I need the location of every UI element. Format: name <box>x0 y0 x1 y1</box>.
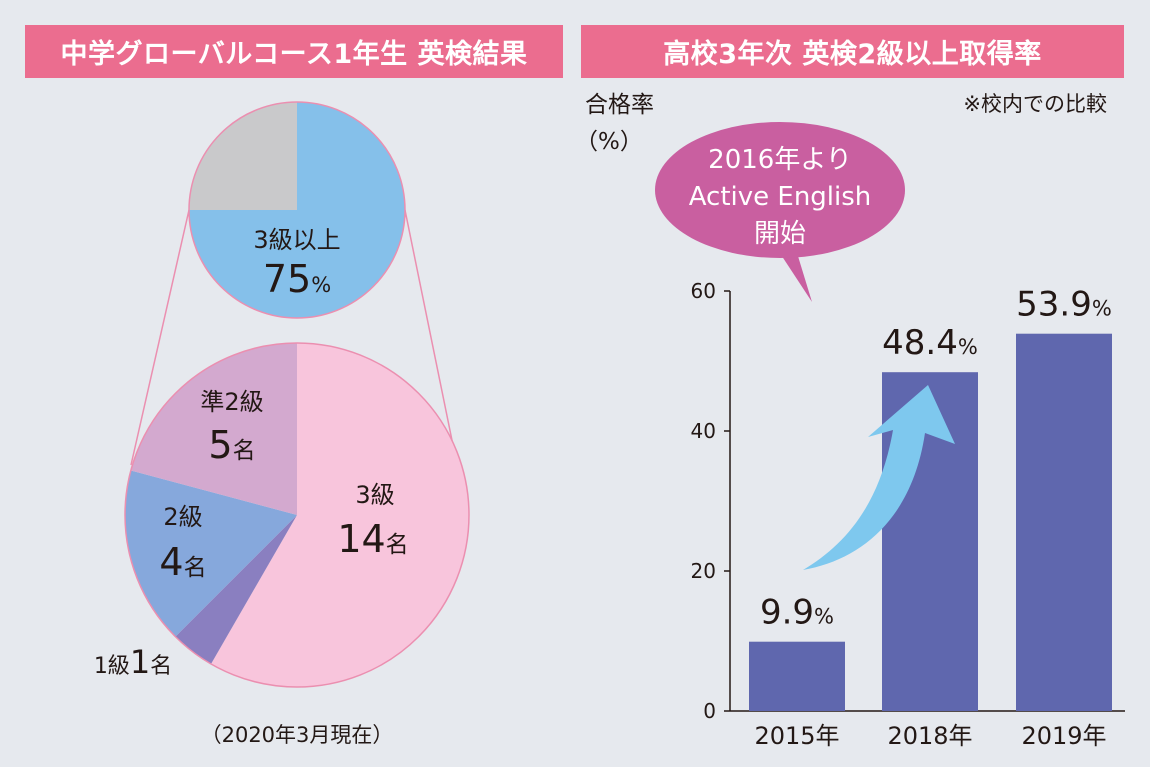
bottom-pie-slice-2 <box>124 470 297 637</box>
bottom-pie-value-2-number: 4 <box>159 540 183 584</box>
bar-y-tick-label-40: 40 <box>691 419 716 443</box>
bottom-pie-label-1-number: 1 <box>130 643 150 681</box>
bar-value-label-2-number: 53.9 <box>1016 285 1092 325</box>
bottom-pie-slice-3 <box>130 343 297 515</box>
zoom-connector-right <box>404 209 456 456</box>
top-pie-label: 3級以上 <box>253 226 340 254</box>
bar-value-label-0-number: 9.9 <box>760 593 814 633</box>
bar-y-tick-label-20: 20 <box>691 559 716 583</box>
bottom-pie-label-1-name: 1級 <box>94 654 130 679</box>
bar-value-label-1-unit: % <box>958 335 978 359</box>
bottom-pie-label-3: 準2級 <box>200 388 263 416</box>
callout-line-1: 2016年より <box>708 145 852 175</box>
callout-line-2: Active English <box>689 182 872 212</box>
bar-value-label-2: 53.9% <box>1016 285 1112 325</box>
bar-y-axis-title-line2: （%） <box>575 129 643 155</box>
bar-category-label-1: 2018年 <box>887 722 972 750</box>
bottom-pie-outline <box>124 342 470 688</box>
bottom-pie-value-0-unit: 名 <box>386 532 409 558</box>
top-pie-outline <box>188 101 406 319</box>
bar-y-tick-label-0: 0 <box>703 699 716 723</box>
bottom-pie-value-3-number: 5 <box>208 423 232 467</box>
right-panel-title: 高校3年次 英検2級以上取得率 <box>581 25 1124 78</box>
top-pie-value-number: 75 <box>263 257 311 301</box>
top-pie-slice-1 <box>189 102 297 210</box>
bottom-pie-value-2-unit: 名 <box>184 555 207 581</box>
bar-value-label-1: 48.4% <box>882 323 978 363</box>
bottom-pie-value-2: 4名 <box>159 540 206 584</box>
bar-value-label-1-number: 48.4 <box>882 323 958 363</box>
top-pie-value-unit: % <box>311 273 331 297</box>
bar-value-label-2-unit: % <box>1092 297 1112 321</box>
bar-value-label-0-unit: % <box>814 605 834 629</box>
bottom-pie-slice-1 <box>175 515 297 664</box>
bottom-pie-slice-0 <box>211 343 470 687</box>
bar-2 <box>1016 333 1112 711</box>
bar-0 <box>749 641 845 711</box>
left-footnote: （2020年3月現在） <box>201 723 394 747</box>
callout-line-3: 開始 <box>754 219 806 249</box>
right-panel-note: ※校内での比較 <box>963 92 1107 116</box>
bottom-pie-value-3-unit: 名 <box>233 438 256 464</box>
bottom-pie-label-1: 1級1名 <box>94 643 172 681</box>
callout-bubble <box>655 122 905 258</box>
bar-value-label-0: 9.9% <box>760 593 834 633</box>
bar-category-label-0: 2015年 <box>754 722 839 750</box>
bottom-pie-label-0: 3級 <box>355 481 394 509</box>
bar-category-label-2: 2019年 <box>1021 722 1106 750</box>
left-panel-title: 中学グローバルコース1年生 英検結果 <box>25 25 563 78</box>
bottom-pie-value-0: 14名 <box>337 517 408 561</box>
zoom-connector-left <box>130 209 190 466</box>
growth-arrow <box>803 385 955 570</box>
bottom-pie-value-0-number: 14 <box>337 517 385 561</box>
bottom-pie-value-3: 5名 <box>208 423 255 467</box>
bar-y-axis-title-line1: 合格率 <box>585 92 654 118</box>
top-pie-value: 75% <box>263 257 331 301</box>
bottom-pie-label-2: 2級 <box>163 503 202 531</box>
bottom-pie-label-1-unit: 名 <box>150 654 172 679</box>
bar-y-tick-label-60: 60 <box>691 279 716 303</box>
